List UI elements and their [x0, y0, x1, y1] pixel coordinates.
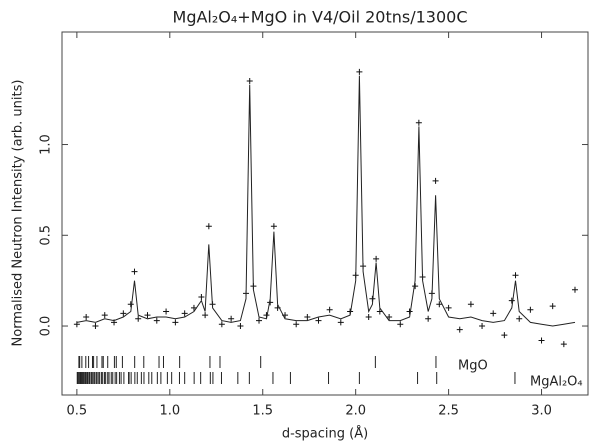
data-point [83, 313, 90, 320]
data-point [228, 315, 235, 322]
reflection-label: MgAl₂O₄ [530, 375, 583, 390]
plot-frame [61, 31, 589, 396]
x-tick-label: 3.0 [531, 404, 552, 419]
x-axis-label: d-spacing (Å) [282, 426, 368, 442]
data-point [467, 301, 474, 308]
data-point [415, 119, 422, 126]
data-point [144, 312, 151, 319]
data-point [501, 332, 508, 339]
y-tick-label: 0.0 [39, 316, 54, 337]
y-tick-label: 0.5 [39, 225, 54, 246]
x-tick-label: 2.0 [345, 404, 366, 419]
data-point [356, 68, 363, 75]
data-point [373, 255, 380, 262]
data-point [445, 304, 452, 311]
data-point [237, 323, 244, 330]
data-point [202, 312, 209, 319]
data-point [432, 177, 439, 184]
chart-title: MgAl₂O₄+MgO in V4/Oil 20tns/1300C [173, 8, 468, 27]
fit-line [76, 75, 576, 327]
data-point [456, 326, 463, 333]
data-point [256, 317, 263, 324]
data-point [512, 272, 519, 279]
x-tick-label: 1.0 [159, 404, 180, 419]
data-point [436, 301, 443, 308]
data-point [135, 315, 142, 322]
data-point [337, 319, 344, 326]
data-point [326, 306, 333, 313]
data-point [120, 310, 127, 317]
y-tick-label: 1.0 [39, 134, 54, 155]
data-point [479, 323, 486, 330]
x-tick-label: 2.5 [438, 404, 459, 419]
data-point [365, 313, 372, 320]
data-point [304, 313, 311, 320]
data-point [516, 315, 523, 322]
data-point [386, 313, 393, 320]
data-point [172, 319, 179, 326]
reflection-label: MgO [458, 359, 488, 374]
data-point [549, 303, 556, 310]
data-point [163, 308, 170, 315]
data-point [198, 293, 205, 300]
data-point [205, 223, 212, 230]
data-point [181, 310, 188, 317]
data-point [127, 301, 134, 308]
data-point [406, 308, 413, 315]
data-point [538, 337, 545, 344]
data-point [293, 321, 300, 328]
x-tick-label: 1.5 [252, 404, 273, 419]
data-point [508, 297, 515, 304]
data-point [246, 78, 253, 85]
data-point [101, 312, 108, 319]
data-point [412, 283, 419, 290]
data-point [560, 341, 567, 348]
data-point [153, 317, 160, 324]
data-point [571, 286, 578, 293]
y-axis-label: Normalised Neutron Intensity (arb. units… [11, 80, 26, 347]
data-point [131, 268, 138, 275]
data-point [270, 223, 277, 230]
data-point [92, 323, 99, 330]
x-tick-label: 0.5 [67, 404, 88, 419]
data-point [218, 321, 225, 328]
data-point [490, 310, 497, 317]
data-point [315, 317, 322, 324]
data-point [527, 306, 534, 313]
data-point [425, 315, 432, 322]
data-point [397, 321, 404, 328]
